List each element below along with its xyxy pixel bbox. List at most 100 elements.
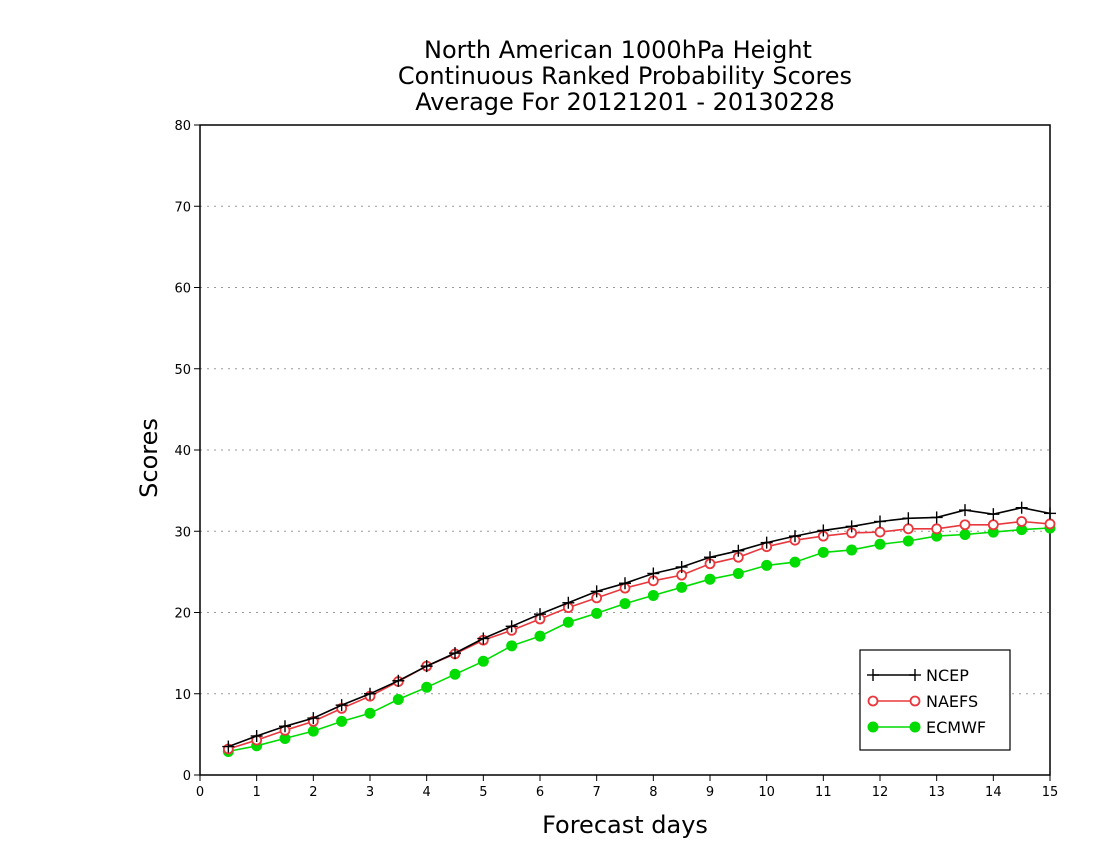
- x-tick-label: 7: [593, 785, 601, 800]
- legend-marker-ecmwf: [867, 721, 879, 733]
- data-point-ncep: [562, 596, 575, 609]
- data-point-ncep: [930, 511, 943, 524]
- y-tick-label: 20: [174, 607, 191, 622]
- legend-marker-ncep: [909, 669, 921, 681]
- y-tick-label: 70: [174, 200, 191, 215]
- data-point-naefs: [931, 523, 943, 535]
- x-tick-label: 12: [872, 785, 889, 800]
- x-tick-label: 9: [706, 785, 714, 800]
- data-point-ncep: [534, 608, 546, 621]
- y-tick-label: 30: [174, 525, 191, 540]
- x-tick-label: 11: [815, 785, 832, 800]
- data-point-ecmwf: [421, 681, 433, 693]
- data-point-ecmwf: [874, 538, 886, 550]
- x-tick-label: 13: [928, 785, 945, 800]
- legend-label-ecmwf: ECMWF: [926, 718, 986, 737]
- gridlines: [200, 205, 1050, 695]
- data-point-naefs: [987, 519, 999, 531]
- legend-item-ncep: NCEP: [867, 666, 969, 685]
- y-axis: 0 10 20 30 40 50 60 70 80: [174, 119, 200, 784]
- data-point-naefs: [959, 519, 971, 531]
- data-point-ncep: [335, 699, 348, 712]
- data-point-ecmwf: [307, 725, 319, 737]
- data-point-ncep: [477, 632, 490, 645]
- data-point-ecmwf: [846, 544, 858, 556]
- x-axis-label: Forecast days: [542, 811, 708, 839]
- data-point-ecmwf: [647, 589, 659, 601]
- data-point-ecmwf: [817, 546, 829, 558]
- legend-marker-ncep: [867, 669, 879, 681]
- data-point-ecmwf: [619, 598, 631, 610]
- data-point-naefs: [902, 523, 914, 535]
- y-tick-label: 10: [174, 688, 191, 703]
- x-tick-label: 8: [649, 785, 657, 800]
- data-point-ncep: [1015, 501, 1028, 514]
- data-point-ncep: [789, 530, 801, 543]
- data-point-ncep: [279, 720, 291, 733]
- data-point-ecmwf: [506, 640, 518, 652]
- series-ncep: [222, 501, 1056, 753]
- x-tick-label: 14: [985, 785, 1002, 800]
- data-point-ecmwf: [336, 715, 348, 727]
- data-point-ncep: [845, 520, 858, 533]
- data-point-ecmwf: [449, 668, 461, 680]
- data-point-ncep: [902, 512, 915, 525]
- legend: NCEP NAEFS ECMWF: [859, 649, 1011, 751]
- y-tick-label: 50: [174, 363, 191, 378]
- data-point-ncep: [704, 551, 716, 564]
- data-point-ncep: [987, 508, 1000, 521]
- data-point-ncep: [760, 536, 773, 549]
- data-point-ncep: [449, 647, 461, 660]
- data-point-ecmwf: [676, 581, 688, 593]
- data-point-ecmwf: [392, 693, 404, 705]
- data-point-ecmwf: [591, 607, 603, 619]
- legend-box: [859, 649, 1011, 751]
- data-point-ncep: [505, 620, 518, 633]
- data-point-ncep: [619, 577, 631, 590]
- data-point-ncep: [364, 687, 376, 700]
- data-point-ecmwf: [902, 535, 914, 547]
- x-tick-label: 5: [479, 785, 487, 800]
- data-point-ncep: [307, 712, 320, 725]
- data-point-ncep: [647, 567, 660, 580]
- data-point-ncep: [874, 515, 886, 528]
- legend-item-naefs: NAEFS: [867, 692, 978, 711]
- x-axis: 0 1 2 3 4 5 6 7 8 9 10 11 12 13 14 15: [196, 775, 1058, 800]
- data-point-ncep: [675, 561, 688, 573]
- legend-marker-naefs: [909, 695, 921, 707]
- data-point-ecmwf: [562, 616, 574, 628]
- x-tick-label: 4: [423, 785, 431, 800]
- x-tick-label: 0: [196, 785, 204, 800]
- legend-label-ncep: NCEP: [926, 666, 969, 685]
- data-point-ncep: [959, 504, 971, 517]
- x-tick-label: 3: [366, 785, 374, 800]
- data-point-ecmwf: [959, 529, 971, 540]
- data-point-ncep: [420, 660, 433, 673]
- y-axis-label: Scores: [135, 418, 163, 498]
- data-point-ncep: [222, 740, 235, 753]
- y-tick-label: 40: [174, 444, 191, 459]
- data-point-ncep: [732, 544, 745, 557]
- data-point-ecmwf: [789, 556, 801, 568]
- data-point-ncep: [590, 585, 603, 598]
- data-point-ecmwf: [534, 630, 546, 642]
- legend-marker-ecmwf: [909, 721, 921, 733]
- chart-title-line-2: Continuous Ranked Probability Scores: [398, 62, 852, 90]
- legend-item-ecmwf: ECMWF: [867, 718, 986, 737]
- legend-marker-naefs: [867, 695, 879, 707]
- data-point-ecmwf: [732, 568, 744, 579]
- x-tick-label: 10: [758, 785, 775, 800]
- data-point-ncep: [392, 674, 405, 687]
- x-tick-label: 15: [1042, 785, 1059, 800]
- data-point-ncep: [250, 730, 263, 742]
- chart-title-line-1: North American 1000hPa Height: [424, 36, 812, 64]
- data-point-ecmwf: [364, 707, 376, 719]
- data-point-ecmwf: [704, 573, 716, 585]
- data-point-ncep: [817, 524, 830, 537]
- y-tick-label: 60: [174, 282, 191, 297]
- y-tick-label: 80: [174, 119, 191, 134]
- legend-label-naefs: NAEFS: [926, 692, 978, 711]
- x-tick-label: 1: [253, 785, 261, 800]
- data-point-ncep: [1044, 507, 1056, 520]
